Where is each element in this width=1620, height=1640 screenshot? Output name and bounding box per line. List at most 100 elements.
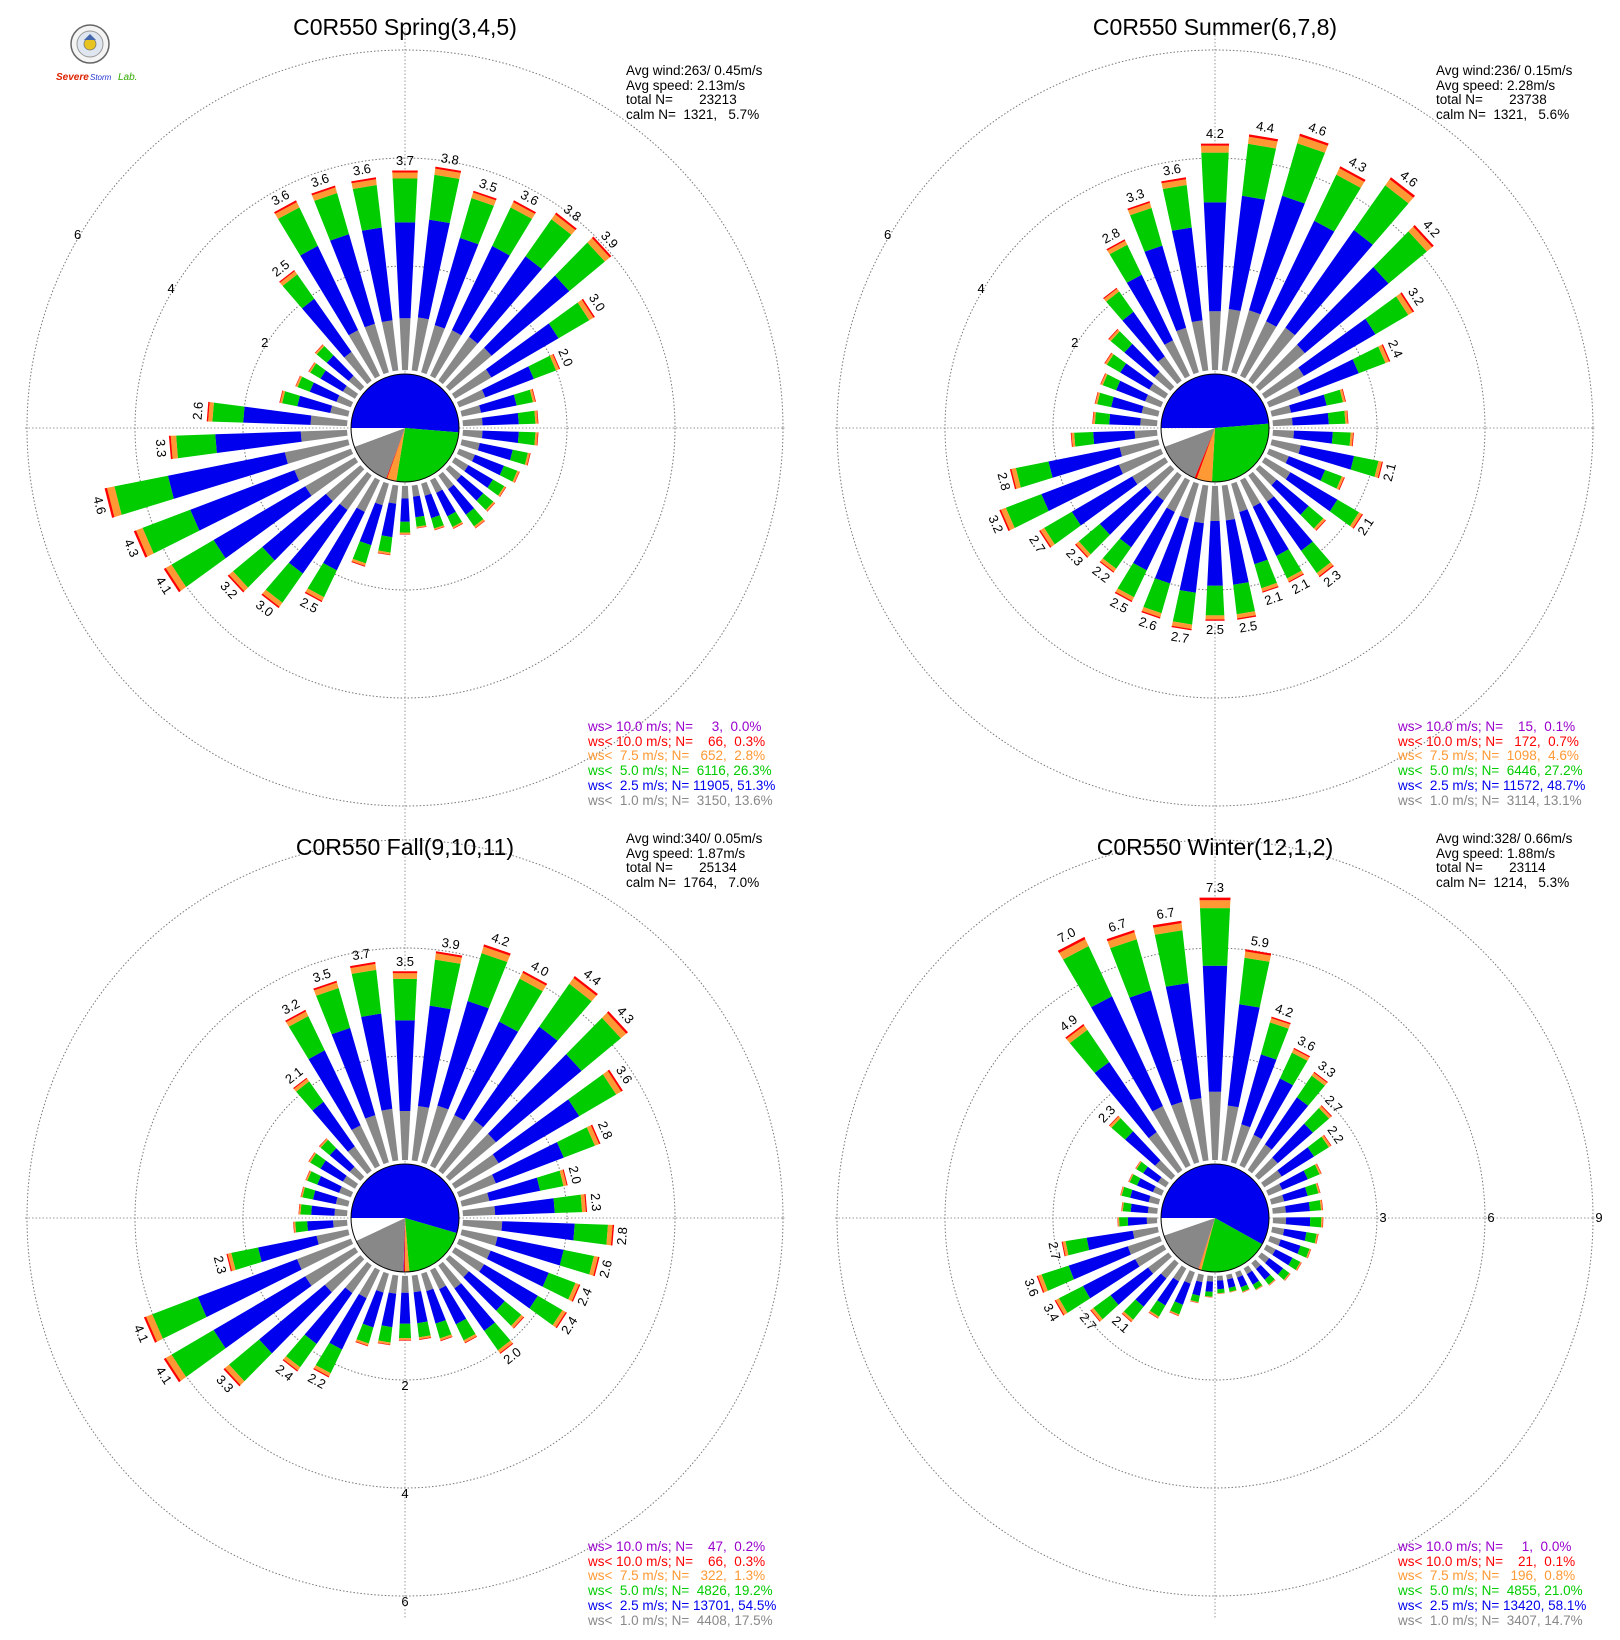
bar-segment-lt10 bbox=[1338, 477, 1345, 491]
bar-segment-lt2-5 bbox=[1165, 983, 1202, 1100]
bar-segment-lt7-5 bbox=[1244, 951, 1271, 962]
direction-bar bbox=[438, 1261, 514, 1354]
bar-segment-lt10 bbox=[1307, 1249, 1312, 1259]
bar-segment-lt10 bbox=[1400, 292, 1415, 313]
bar-segment-lt7-5 bbox=[1336, 476, 1345, 490]
bar-total-label: 2.5 bbox=[1238, 618, 1258, 636]
bar-segment-lt2-5 bbox=[1071, 476, 1138, 526]
bar-segment-lt5 bbox=[1123, 1299, 1144, 1320]
bar-segment-lt2-5 bbox=[213, 486, 312, 559]
stats-line: Avg speed: 2.13m/s bbox=[626, 77, 746, 93]
bar-segment-lt2-5 bbox=[329, 1148, 355, 1172]
bar-segment-lt10 bbox=[1070, 432, 1073, 447]
bar-segment-lt5 bbox=[233, 547, 275, 588]
bar-segment-lt5 bbox=[1200, 908, 1230, 966]
bar-segment-lt10 bbox=[453, 523, 464, 529]
direction-bar bbox=[1061, 1226, 1159, 1257]
direction-bar bbox=[168, 429, 348, 460]
stats-line: total N= 23213 bbox=[626, 92, 737, 107]
bar-segment-lt5 bbox=[1204, 1291, 1213, 1297]
bar-segment-lt5 bbox=[1044, 511, 1081, 545]
bar-segment-lt7-5 bbox=[1011, 468, 1021, 489]
bar-segment-lt5 bbox=[1109, 244, 1142, 283]
bar-segment-lt10 bbox=[223, 1368, 241, 1387]
bar-total-label: 2.0 bbox=[566, 1164, 585, 1185]
bar-segment-lt1 bbox=[345, 1261, 372, 1294]
bar-segment-lt7-5 bbox=[1107, 240, 1128, 255]
bar-segment-lt7-5 bbox=[559, 1169, 567, 1187]
direction-bar bbox=[451, 457, 507, 497]
bar-segment-lt1 bbox=[421, 1271, 434, 1292]
bar-segment-lt1 bbox=[411, 1106, 430, 1162]
direction-bar bbox=[223, 1255, 365, 1387]
pie-slice-lt10 bbox=[1194, 428, 1215, 479]
pie-slice-lt1 bbox=[356, 1218, 405, 1272]
bar-segment-lt2-5 bbox=[302, 298, 352, 358]
bar-segment-lt5 bbox=[288, 1016, 325, 1060]
bar-segment-lt7-5 bbox=[283, 1356, 301, 1371]
bar-segment-lt5 bbox=[286, 1334, 317, 1368]
bar-segment-lt10 bbox=[1039, 530, 1052, 548]
bar-segment-lt5 bbox=[1110, 939, 1151, 998]
bar-segment-lt2-5 bbox=[492, 1142, 564, 1184]
bar-segment-lt5 bbox=[278, 207, 318, 256]
legend-entry-lt10: ws< 10.0 m/s; N= 21, 0.1% bbox=[1398, 1553, 1576, 1569]
bar-segment-lt2-5 bbox=[1099, 485, 1152, 535]
bar-segment-lt10 bbox=[308, 1152, 315, 1162]
bar-segment-lt7-5 bbox=[602, 1012, 627, 1039]
bar-segment-lt7-5 bbox=[534, 410, 538, 424]
bar-segment-lt10 bbox=[514, 471, 520, 483]
bar-segment-lt5 bbox=[557, 1127, 595, 1158]
bar-segment-lt10 bbox=[1108, 1115, 1119, 1126]
bar-total-label: 4.6 bbox=[90, 495, 109, 516]
bar-segment-lt1 bbox=[1240, 477, 1261, 507]
bar-segment-lt10 bbox=[313, 1368, 330, 1378]
bar-segment-lt2-5 bbox=[486, 323, 559, 378]
bar-segment-lt2-5 bbox=[381, 502, 397, 538]
bar-segment-lt7-5 bbox=[512, 470, 520, 483]
bar-segment-lt10 bbox=[522, 970, 548, 986]
bar-segment-lt1 bbox=[300, 429, 348, 442]
direction-bar bbox=[460, 388, 536, 417]
bar-segment-lt5 bbox=[1254, 559, 1277, 589]
direction-bar bbox=[411, 1274, 432, 1340]
bar-segment-lt7-5 bbox=[350, 963, 377, 974]
bar-segment-lt2-5 bbox=[1203, 202, 1227, 312]
bar-segment-lt5 bbox=[1329, 499, 1359, 527]
speed-legend: ws> 10.0 m/s; N= 47, 0.2% ws< 10.0 m/s; N… bbox=[588, 1539, 776, 1628]
bar-segment-lt10 bbox=[1121, 1202, 1123, 1212]
bar-segment-lt7-5 bbox=[586, 1125, 600, 1146]
pie-slice-lt5 bbox=[405, 1218, 457, 1272]
direction-bar bbox=[1106, 239, 1190, 379]
direction-bar bbox=[460, 439, 531, 466]
bar-segment-lt5 bbox=[429, 174, 460, 223]
bar-segment-lt1 bbox=[365, 1115, 389, 1165]
bar-segment-lt5 bbox=[1288, 1257, 1301, 1270]
bar-segment-lt1 bbox=[1127, 1235, 1162, 1255]
bar-segment-lt7-5 bbox=[295, 375, 303, 388]
bar-segment-lt7-5 bbox=[568, 1282, 580, 1302]
bar-segment-lt1 bbox=[462, 429, 483, 439]
bar-segment-lt5 bbox=[1353, 185, 1409, 245]
bar-segment-lt7-5 bbox=[1076, 541, 1091, 557]
bar-segment-lt2-5 bbox=[399, 1292, 411, 1324]
direction-bar bbox=[1161, 177, 1209, 372]
bar-segment-lt5 bbox=[528, 355, 557, 379]
stats-line: Avg wind:328/ 0.66m/s bbox=[1436, 831, 1573, 846]
direction-bar bbox=[1258, 1252, 1291, 1281]
bar-segment-lt7-5 bbox=[312, 187, 338, 201]
bar-segment-lt10 bbox=[1036, 1275, 1045, 1293]
bar-segment-lt5 bbox=[1190, 1294, 1200, 1303]
bar-segment-lt5 bbox=[1365, 296, 1409, 335]
pie-slice-lt5 bbox=[1211, 423, 1269, 482]
direction-bar bbox=[1054, 1244, 1167, 1316]
direction-bar bbox=[261, 471, 372, 609]
bar-segment-lt5 bbox=[568, 1074, 617, 1117]
legend-entry-lt10: ws< 10.0 m/s; N= 66, 0.3% bbox=[588, 1553, 766, 1569]
bar-segment-lt1 bbox=[399, 1111, 411, 1161]
stats-block: Avg wind:236/ 0.15m/s Avg speed: 2.28m/s t… bbox=[1436, 63, 1572, 122]
direction-bar bbox=[350, 961, 399, 1162]
bar-segment-lt2-5 bbox=[197, 1259, 302, 1318]
direction-bar bbox=[274, 200, 380, 379]
bar-segment-lt10 bbox=[606, 1011, 628, 1034]
